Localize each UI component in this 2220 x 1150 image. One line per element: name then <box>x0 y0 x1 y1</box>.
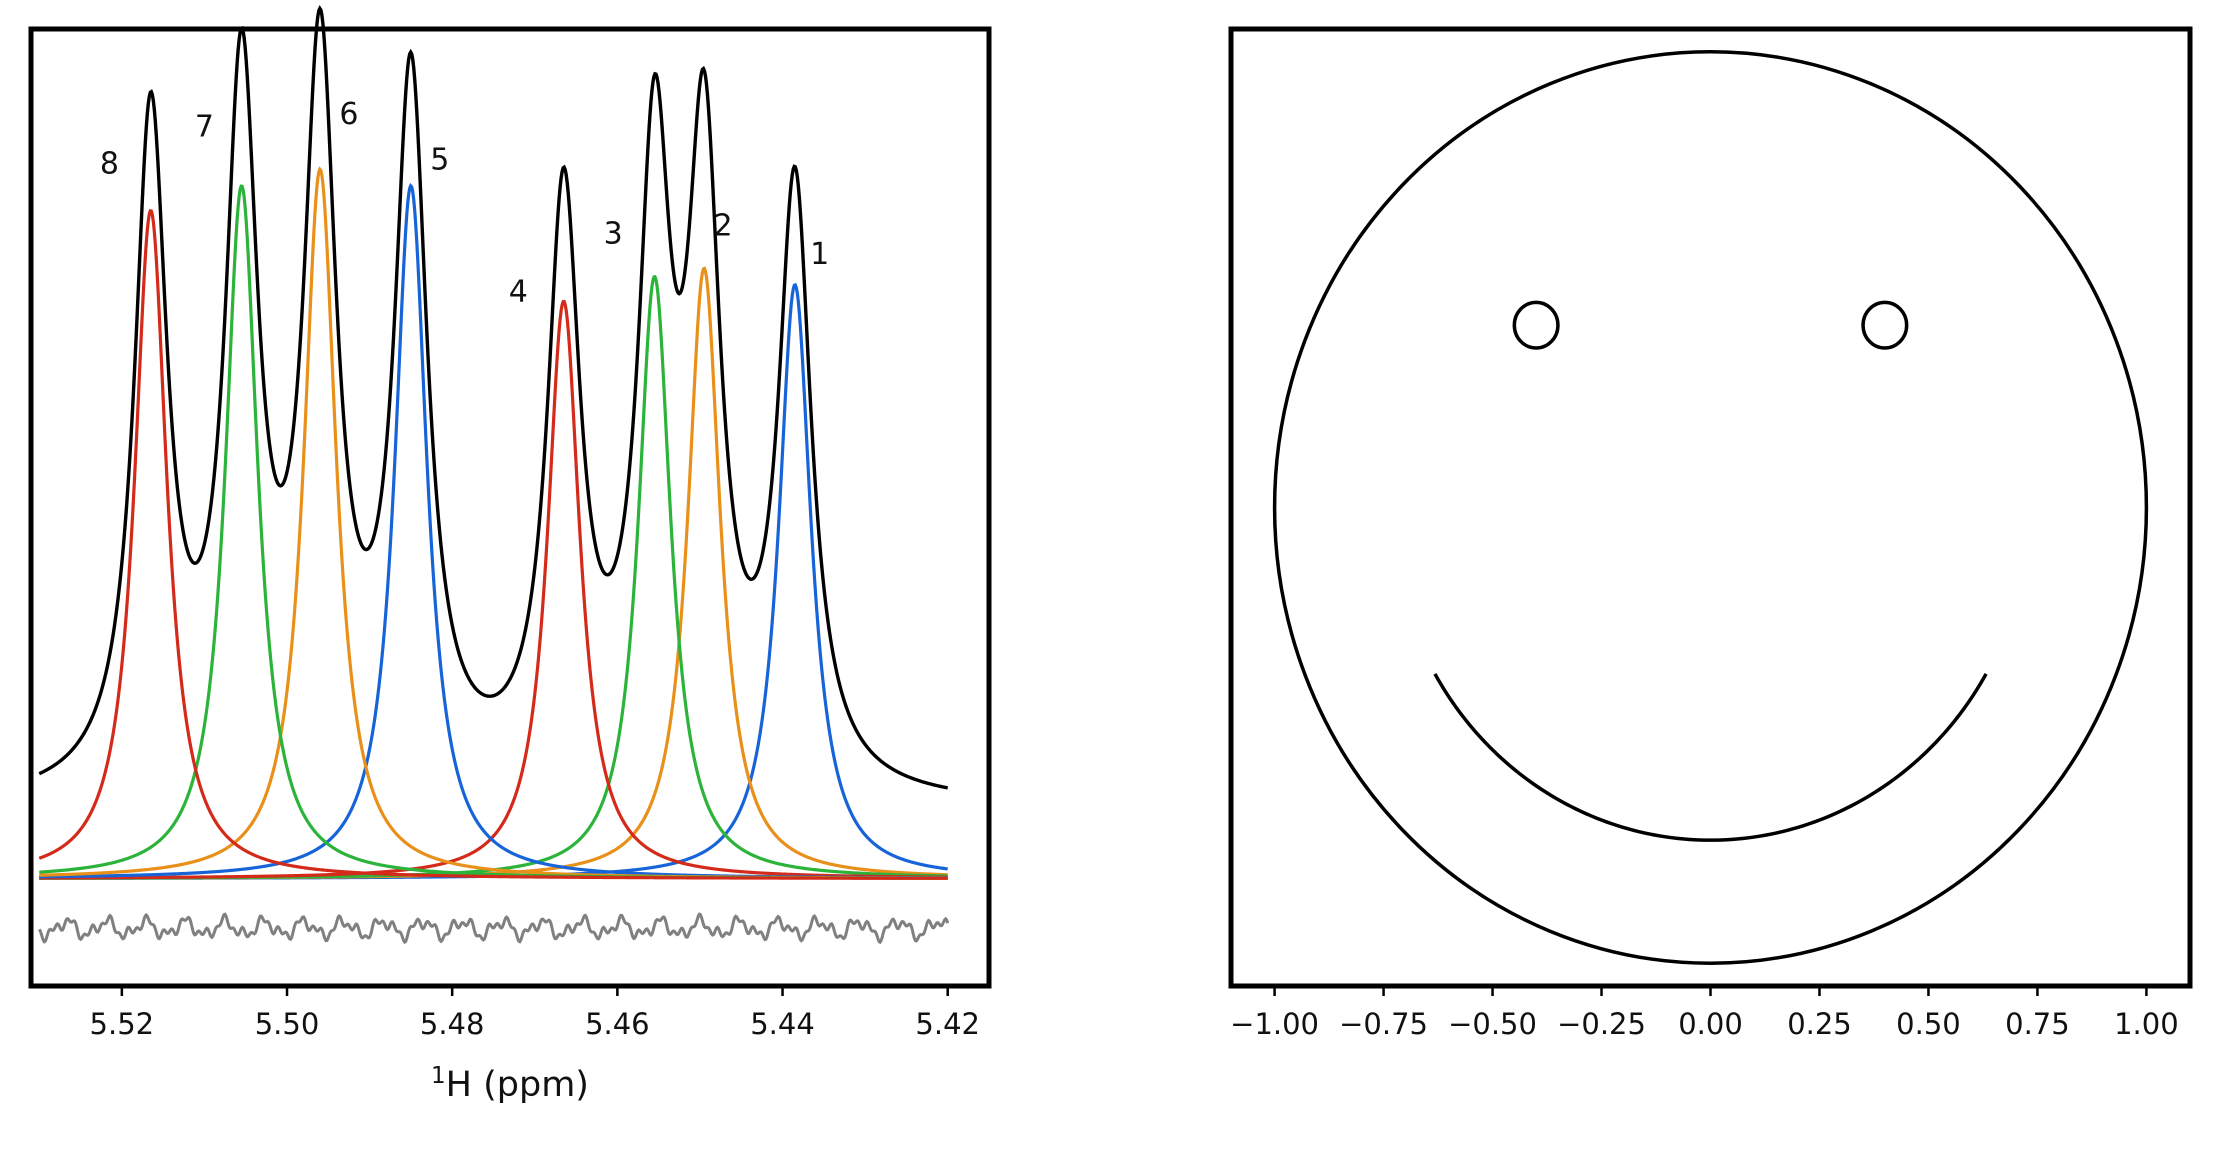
x-tick-label: 5.50 <box>255 1007 320 1041</box>
x-tick-label: −0.75 <box>1339 1007 1428 1041</box>
x-axis-label-main: H (ppm) <box>446 1065 589 1105</box>
peak-label-2: 2 <box>714 208 733 243</box>
component-peak-1 <box>39 282 948 880</box>
peak-label-3: 3 <box>604 217 623 252</box>
smile-arc <box>1433 672 1988 842</box>
component-peak-2 <box>39 266 948 880</box>
peak-label-5: 5 <box>430 142 449 177</box>
right-eye <box>1861 300 1909 350</box>
residual-line <box>37 912 950 945</box>
left-eye <box>1512 300 1560 350</box>
x-tick-label: 0.50 <box>1896 1007 1961 1041</box>
x-tick-label: 1.00 <box>2114 1007 2179 1041</box>
peak-label-4: 4 <box>509 274 528 309</box>
sum-spectrum-line <box>38 5 949 790</box>
right-axes-frame <box>1228 26 2193 989</box>
component-peak-8 <box>38 209 948 880</box>
x-tick-label: −0.50 <box>1448 1007 1537 1041</box>
right-x-axis-ticks: −1.00 −0.75 −0.50 −0.25 0.00 0.25 0.50 0.75 1.00 <box>1230 986 2179 1041</box>
left-x-axis-ticks: 5.52 5.50 5.48 5.46 5.44 5.42 <box>90 986 980 1041</box>
left-axes-frame <box>28 26 992 989</box>
x-tick-label: 5.48 <box>420 1007 485 1041</box>
x-tick-label: 5.52 <box>90 1007 155 1041</box>
smiley-face-panel: −1.00 −0.75 −0.50 −0.25 0.00 0.25 0.50 0.75 1.00 <box>1228 26 2193 1041</box>
x-axis-label-superscript: 1 <box>431 1063 446 1089</box>
component-peak-3 <box>39 275 948 880</box>
x-tick-label: −1.00 <box>1230 1007 1319 1041</box>
peak-label-8: 8 <box>100 146 119 181</box>
x-axis-label: 1H (ppm) <box>431 1063 589 1105</box>
x-tick-label: 0.75 <box>2005 1007 2070 1041</box>
x-tick-label: 0.00 <box>1678 1007 1743 1041</box>
x-tick-label: 5.46 <box>585 1007 650 1041</box>
x-tick-label: −0.25 <box>1557 1007 1646 1041</box>
x-tick-label: 5.44 <box>750 1007 815 1041</box>
face-outline <box>1272 50 2149 965</box>
peak-label-6: 6 <box>339 97 358 132</box>
right-plot-area <box>1272 50 2149 965</box>
peak-label-1: 1 <box>810 237 829 272</box>
x-tick-label: 0.25 <box>1787 1007 1852 1041</box>
component-peak-4 <box>39 299 948 880</box>
left-plot-area: 1 2 3 4 5 6 7 8 <box>37 5 950 945</box>
peak-label-7: 7 <box>195 109 214 144</box>
x-tick-label: 5.42 <box>915 1007 980 1041</box>
